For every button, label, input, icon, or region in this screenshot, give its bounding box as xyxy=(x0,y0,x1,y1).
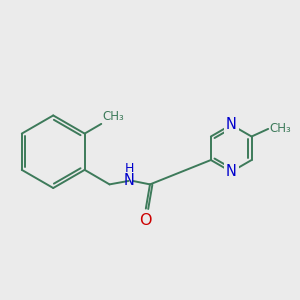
Text: CH₃: CH₃ xyxy=(103,110,124,122)
Text: O: O xyxy=(139,213,152,228)
Text: N: N xyxy=(226,164,237,179)
Text: H: H xyxy=(124,162,134,175)
Text: N: N xyxy=(226,117,237,132)
Text: CH₃: CH₃ xyxy=(269,122,291,135)
Text: N: N xyxy=(124,173,135,188)
